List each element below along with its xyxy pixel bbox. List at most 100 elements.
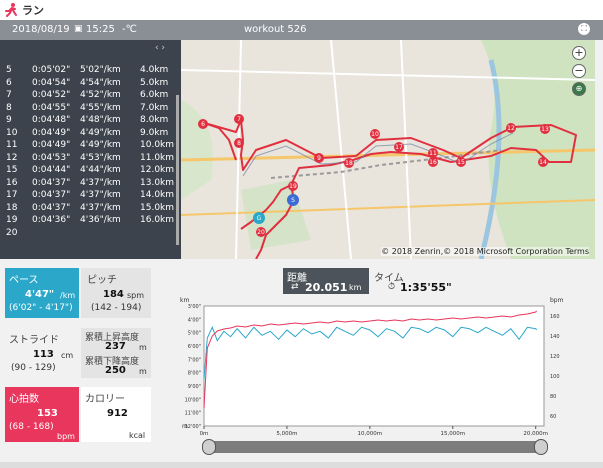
split-pace: 4'55"/km: [80, 102, 121, 113]
pace-range: (6'02" - 4'17"): [9, 303, 73, 313]
split-row[interactable]: 9 0:04'48" 4'48"/km 8.0km: [0, 115, 178, 128]
time-label: タイム: [374, 273, 404, 284]
map-zoom-in-button[interactable]: +: [572, 46, 586, 60]
split-n: 18: [6, 202, 18, 213]
y-right-tick-label: 120: [550, 354, 560, 360]
expand-icon[interactable]: ⛶: [578, 23, 590, 35]
y-left-tick-label: 4'00": [188, 317, 201, 323]
splits-list[interactable]: ‹ › 5 0:05'02" 5'02"/km 4.0km 6 0:04'54" 4'54"…: [0, 40, 181, 259]
y-left-tick-label: 11'00": [185, 411, 201, 417]
chart-plot-area: [203, 305, 545, 427]
split-dist: 10.0km: [140, 140, 175, 150]
split-row[interactable]: 17 0:04'37" 4'37"/km 14.0km: [0, 190, 178, 203]
split-row[interactable]: 16 0:04'37" 4'37"/km 13.0km: [0, 178, 178, 191]
map-canvas[interactable]: 6 7 8 9 10 11 12 13 14 15 16 17 18 19 20…: [181, 40, 595, 259]
split-pace: 4'54"/km: [80, 77, 121, 88]
descent-value: 250: [105, 365, 126, 376]
map-marker-11: 11: [429, 150, 437, 157]
map-marker-17: 17: [395, 144, 403, 151]
pace-heart-rate-chart[interactable]: 3'00" 4'00" 5'00" 6'00" 7'00" 8'00" 9'00" 10'00…: [170, 296, 570, 436]
range-start-handle[interactable]: [202, 439, 216, 455]
split-pace: 4'44"/km: [80, 165, 121, 175]
map-zoom-out-button[interactable]: −: [572, 64, 586, 78]
split-pace: 4'36"/km: [80, 215, 121, 225]
stride-range: (90 - 129): [11, 363, 56, 373]
y-left-tick-label: 9'00": [188, 384, 201, 390]
workout-time: 15:25: [86, 24, 115, 35]
pitch-value: 184: [103, 289, 124, 300]
chart-range-slider[interactable]: [202, 439, 548, 455]
split-n: 8: [6, 102, 12, 113]
distance-unit: km: [349, 283, 362, 292]
map-marker-15: 15: [457, 159, 465, 166]
pitch-card: ピッチ 184 spm (142 - 194): [81, 268, 151, 318]
y-right-tick-label: 80: [550, 394, 556, 400]
split-row[interactable]: 8 0:04'55" 4'55"/km 7.0km: [0, 103, 178, 116]
split-row[interactable]: 20: [0, 228, 178, 241]
split-row[interactable]: 10 0:04'49" 4'49"/km 9.0km: [0, 128, 178, 141]
split-n: 6: [6, 77, 12, 88]
split-row[interactable]: 19 0:04'36" 4'36"/km 16.0km: [0, 215, 178, 228]
split-pace: 4'37"/km: [80, 202, 121, 213]
split-row[interactable]: 5 0:05'02" 5'02"/km 4.0km: [0, 65, 178, 78]
map-marker-7: 7: [237, 116, 241, 123]
split-n: 9: [6, 115, 12, 125]
splits-nav-arrows[interactable]: ‹ ›: [154, 43, 165, 53]
map-marker-20: 20: [257, 229, 265, 236]
workout-name: workout 526: [244, 24, 307, 35]
split-dist: 12.0km: [140, 165, 175, 175]
split-pace: 4'52"/km: [80, 90, 121, 100]
pace-label: ペース: [9, 275, 39, 286]
map-marker-19: 19: [289, 183, 297, 190]
split-time: 0:04'49": [32, 127, 71, 138]
split-n: 17: [6, 190, 18, 200]
ascent-unit: m: [139, 343, 147, 352]
split-row[interactable]: 15 0:04'44" 4'44"/km 12.0km: [0, 165, 178, 178]
split-row[interactable]: 12 0:04'53" 4'53"/km 11.0km: [0, 153, 178, 166]
x-tick-label: 5,000m: [276, 431, 297, 436]
range-end-handle[interactable]: [534, 439, 548, 455]
calorie-value: 912: [107, 408, 128, 419]
map-marker-8: 8: [237, 140, 241, 147]
split-n: 19: [6, 215, 18, 225]
split-row[interactable]: 11 0:04'49" 4'49"/km 10.0km: [0, 140, 178, 153]
split-time: 0:04'37": [32, 177, 71, 188]
route-map[interactable]: 6 7 8 9 10 11 12 13 14 15 16 17 18 19 20…: [181, 40, 595, 259]
split-pace: 4'37"/km: [80, 190, 121, 200]
y-left-tick-label: 5'00": [188, 331, 201, 337]
split-n: 10: [6, 127, 18, 138]
split-row[interactable]: 7 0:04'52" 4'52"/km 6.0km: [0, 90, 178, 103]
stride-card: ストライド 113 cm (90 - 129): [5, 328, 79, 378]
split-time: 0:04'44": [32, 165, 71, 175]
descent-label: 累積下降高度: [85, 357, 140, 367]
x-tick-label: 20,000m: [523, 431, 548, 436]
app-header: ラン: [0, 0, 603, 20]
pitch-label: ピッチ: [87, 275, 117, 286]
tab-time[interactable]: タイム ⏱ 1:35'55": [370, 268, 452, 294]
heart-rate-label: 心拍数: [9, 394, 39, 405]
split-pace: 4'53"/km: [80, 152, 121, 163]
page-footer: [0, 462, 603, 468]
distance-icon: ⇄: [291, 282, 299, 292]
heart-rate-value: 153: [37, 408, 58, 419]
splits-scrollbar[interactable]: [176, 95, 179, 245]
pace-card: ペース 4'47" /km (6'02" - 4'17"): [5, 268, 79, 318]
map-marker-12: 12: [507, 125, 515, 132]
tab-distance[interactable]: 距離 ⇄ 20.051 km: [283, 268, 369, 294]
distance-label: 距離: [287, 273, 307, 284]
split-n: 5: [6, 65, 12, 75]
split-time: 0:04'55": [32, 102, 71, 113]
split-time: 0:04'37": [32, 202, 71, 213]
split-row[interactable]: 6 0:04'54" 4'54"/km 5.0km: [0, 78, 178, 91]
split-n: 20: [6, 227, 18, 238]
split-row[interactable]: 18 0:04'37" 4'37"/km 15.0km: [0, 203, 178, 216]
y-right-tick-label: 100: [550, 374, 560, 380]
y-left-tick-label: 3'00": [188, 304, 201, 310]
map-marker-10: 10: [371, 131, 379, 138]
map-layer-icon[interactable]: ⊕: [572, 82, 586, 96]
split-n: 15: [6, 165, 18, 175]
heart-rate-card: 心拍数 153 (68 - 168) bpm: [5, 387, 79, 442]
split-dist: 4.0km: [140, 65, 169, 75]
x-axis-label: m: [182, 423, 188, 430]
stopwatch-icon: ⏱: [388, 282, 396, 292]
